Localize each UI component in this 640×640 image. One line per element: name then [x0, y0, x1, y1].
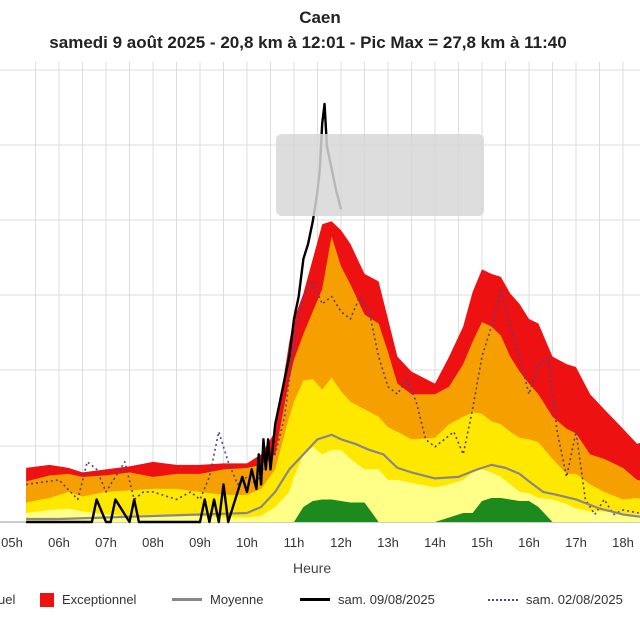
legend-label-moyenne: Moyenne: [210, 592, 264, 607]
level-bands: [26, 221, 640, 522]
x-tick-13h: 13h: [377, 535, 399, 550]
x-tick-14h: 14h: [424, 535, 446, 550]
legend: uel Exceptionnel Moyenne sam. 09/08/2025…: [0, 592, 640, 614]
x-tick-17h: 17h: [565, 535, 587, 550]
legend-item-exceptionnel[interactable]: Exceptionnel: [40, 592, 136, 607]
x-tick-labels: 05h 06h 07h 08h 09h 10h 11h 12h 13h 14h 15h 16h 17h 1…: [1, 535, 634, 550]
hover-tooltip: [276, 134, 484, 216]
lastweek-swatch: [488, 598, 518, 601]
legend-item-moyenne[interactable]: Moyenne: [172, 592, 263, 607]
legend-item-actuel[interactable]: uel: [0, 592, 15, 607]
chart-title: Caen: [299, 8, 341, 27]
lastweek-line: [25, 280, 640, 516]
x-tick-05h: 05h: [1, 535, 23, 550]
x-tick-18h: 18h: [612, 535, 634, 550]
moyenne-line: [26, 433, 640, 521]
today-swatch: [300, 598, 330, 601]
x-tick-16h: 16h: [518, 535, 540, 550]
legend-label-today: sam. 09/08/2025: [338, 592, 435, 607]
x-tick-07h: 07h: [95, 535, 117, 550]
x-tick-09h: 09h: [189, 535, 211, 550]
x-tick-11h: 11h: [284, 535, 305, 550]
legend-item-today[interactable]: sam. 09/08/2025: [300, 592, 435, 607]
x-tick-06h: 06h: [48, 535, 70, 550]
band-vert: [435, 497, 553, 522]
legend-label-exceptionnel: Exceptionnel: [62, 592, 137, 607]
x-tick-15h: 15h: [471, 535, 493, 550]
x-axis-label: Heure: [293, 560, 332, 576]
exceptionnel-swatch: [40, 592, 54, 607]
moyenne-swatch: [172, 598, 202, 601]
x-tick-12h: 12h: [330, 535, 352, 550]
x-tick-10h: 10h: [236, 535, 258, 550]
legend-item-lastweek[interactable]: sam. 02/08/2025: [488, 592, 623, 607]
x-tick-08h: 08h: [142, 535, 164, 550]
legend-label-actuel: uel: [0, 592, 16, 607]
band-vert: [294, 499, 379, 522]
chart-subtitle: samedi 9 août 2025 - 20,8 km à 12:01 - P…: [49, 33, 567, 52]
legend-label-lastweek: sam. 02/08/2025: [526, 592, 623, 607]
